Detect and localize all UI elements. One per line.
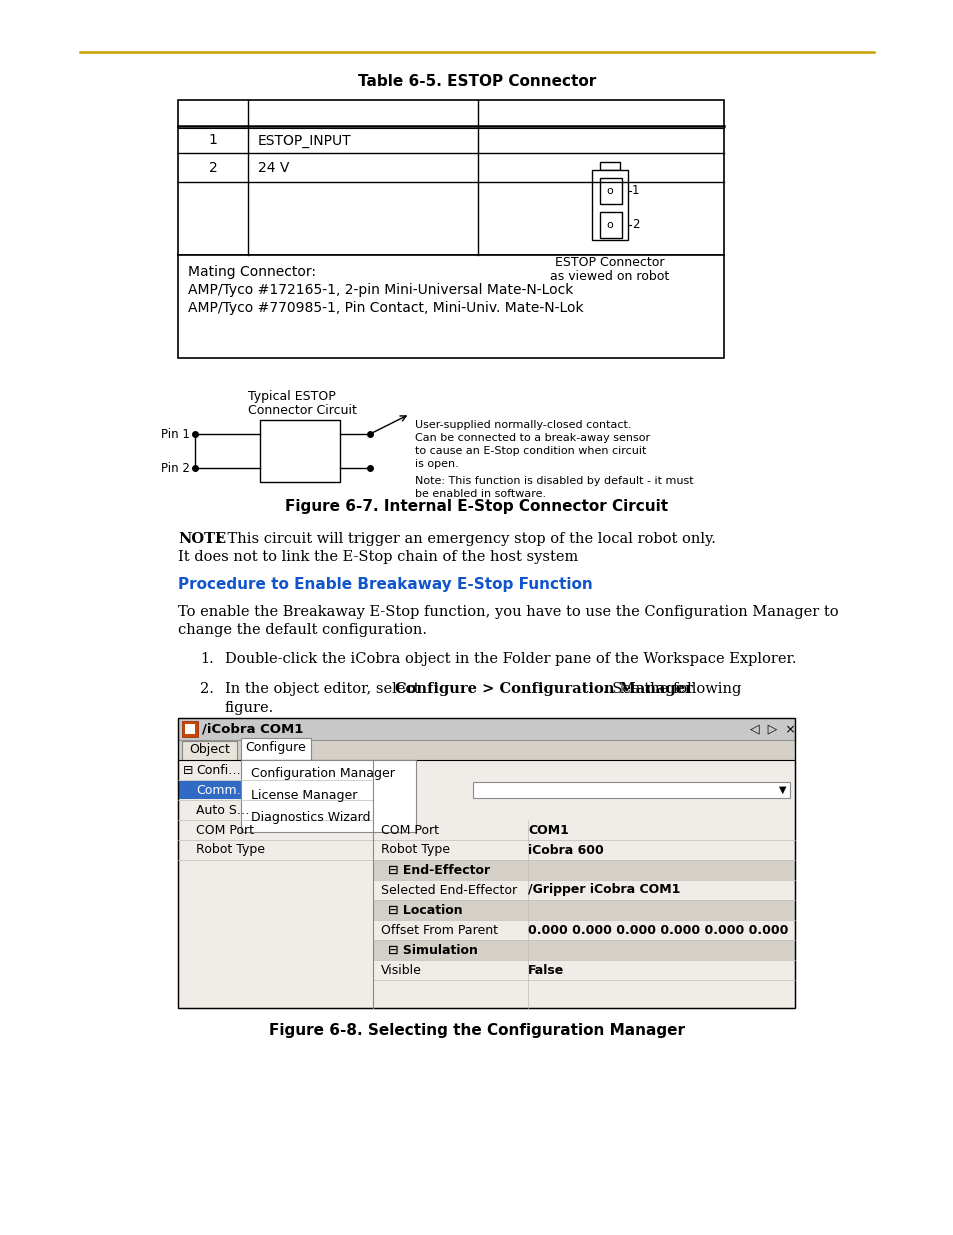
Text: Typical ESTOP: Typical ESTOP: [248, 390, 335, 403]
Text: AMP/Tyco #172165-1, 2-pin Mini-Universal Mate-N-Lock: AMP/Tyco #172165-1, 2-pin Mini-Universal…: [188, 283, 573, 296]
Text: Visible: Visible: [380, 963, 421, 977]
Text: Table 6-5. ESTOP Connector: Table 6-5. ESTOP Connector: [357, 74, 596, 89]
Bar: [241, 739, 311, 760]
Text: Robot Type: Robot Type: [380, 844, 450, 857]
Text: It does not to link the E-Stop chain of the host system: It does not to link the E-Stop chain of …: [178, 550, 578, 564]
Text: : This circuit will trigger an emergency stop of the local robot only.: : This circuit will trigger an emergency…: [218, 532, 715, 546]
Text: COM Port: COM Port: [195, 824, 253, 836]
Text: AMP/Tyco #770985-1, Pin Contact, Mini-Univ. Mate-N-Lok: AMP/Tyco #770985-1, Pin Contact, Mini-Un…: [188, 301, 583, 315]
Text: o: o: [606, 220, 613, 230]
Text: is open.: is open.: [415, 459, 458, 469]
Text: 2.: 2.: [200, 682, 213, 697]
Text: Figure 6-7. Internal E-Stop Connector Circuit: Figure 6-7. Internal E-Stop Connector Ci…: [285, 499, 668, 515]
Bar: [185, 724, 194, 734]
Text: 1.: 1.: [200, 652, 213, 666]
Bar: [179, 781, 372, 799]
Text: To enable the Breakaway E-Stop function, you have to use the Configuration Manag: To enable the Breakaway E-Stop function,…: [178, 605, 838, 619]
Text: 2: 2: [209, 161, 217, 174]
Bar: [599, 162, 619, 170]
Text: Figure 6-8. Selecting the Configuration Manager: Figure 6-8. Selecting the Configuration …: [269, 1023, 684, 1037]
Text: ESTOP_INPUT: ESTOP_INPUT: [257, 133, 352, 147]
Bar: [260, 420, 339, 482]
Text: Procedure to Enable Breakaway E-Stop Function: Procedure to Enable Breakaway E-Stop Fun…: [178, 577, 592, 592]
Text: /Gripper iCobra COM1: /Gripper iCobra COM1: [527, 883, 679, 897]
Text: ESTOP Connector: ESTOP Connector: [555, 256, 664, 268]
Text: . See the following: . See the following: [602, 682, 740, 697]
Bar: [182, 721, 198, 737]
Text: COM Port: COM Port: [380, 824, 438, 836]
Text: Pin 2: Pin 2: [161, 462, 190, 474]
Text: Confi…: Confi…: [195, 763, 240, 777]
Text: Comm…: Comm…: [195, 783, 249, 797]
Text: 2: 2: [631, 219, 639, 231]
Bar: [373, 900, 794, 920]
Text: ⊟ Location: ⊟ Location: [388, 904, 462, 916]
Text: ◁  ▷  ×: ◁ ▷ ×: [749, 722, 795, 736]
Text: 1: 1: [209, 133, 217, 147]
Text: User-supplied normally-closed contact.: User-supplied normally-closed contact.: [415, 420, 631, 430]
Text: figure.: figure.: [225, 701, 274, 715]
Text: Object: Object: [189, 743, 230, 757]
Text: ⊟: ⊟: [183, 763, 193, 777]
Bar: [178, 718, 794, 740]
Text: Offset From Parent: Offset From Parent: [380, 924, 497, 936]
Bar: [178, 718, 794, 1008]
Text: Configure > Configuration Manager: Configure > Configuration Manager: [395, 682, 692, 697]
Text: Mating Connector:: Mating Connector:: [188, 266, 315, 279]
Text: 1: 1: [631, 184, 639, 198]
Text: Can be connected to a break-away sensor: Can be connected to a break-away sensor: [415, 433, 649, 443]
Text: /iCobra COM1: /iCobra COM1: [202, 722, 303, 736]
Bar: [599, 212, 621, 238]
Bar: [182, 741, 236, 761]
Text: Auto S…: Auto S…: [195, 804, 249, 816]
Text: as viewed on robot: as viewed on robot: [550, 270, 669, 284]
Text: to cause an E-Stop condition when circuit: to cause an E-Stop condition when circui…: [415, 446, 646, 456]
Text: ⊟ End-Effector: ⊟ End-Effector: [388, 863, 490, 877]
Text: o: o: [606, 186, 613, 196]
Bar: [178, 100, 723, 254]
Text: Connector Circuit: Connector Circuit: [248, 404, 356, 417]
Bar: [178, 740, 794, 760]
Text: 24 V: 24 V: [257, 161, 289, 174]
Text: In the object editor, select: In the object editor, select: [225, 682, 424, 697]
Text: False: False: [527, 963, 563, 977]
Text: Diagnostics Wizard: Diagnostics Wizard: [251, 811, 370, 825]
Text: change the default configuration.: change the default configuration.: [178, 622, 427, 637]
Text: Configure: Configure: [245, 741, 306, 755]
Text: 0.000 0.000 0.000 0.000 0.000 0.000: 0.000 0.000 0.000 0.000 0.000 0.000: [527, 924, 787, 936]
Text: be enabled in software.: be enabled in software.: [415, 489, 545, 499]
Text: ▼: ▼: [779, 785, 786, 795]
Text: COM1: COM1: [527, 824, 568, 836]
Text: License Manager: License Manager: [251, 789, 357, 803]
Bar: [178, 760, 794, 1008]
Text: Double-click the iCobra object in the Folder pane of the Workspace Explorer.: Double-click the iCobra object in the Fo…: [225, 652, 796, 666]
Bar: [373, 860, 794, 881]
Bar: [241, 760, 416, 832]
Text: ⊟ Simulation: ⊟ Simulation: [388, 944, 477, 956]
Bar: [178, 254, 723, 358]
Text: NOTE: NOTE: [178, 532, 226, 546]
Bar: [599, 178, 621, 204]
Text: Pin 1: Pin 1: [161, 427, 190, 441]
Text: Selected End-Effector: Selected End-Effector: [380, 883, 517, 897]
Text: Robot Type: Robot Type: [195, 844, 265, 857]
Text: iCobra 600: iCobra 600: [527, 844, 603, 857]
Bar: [373, 940, 794, 960]
Text: Note: This function is disabled by default - it must: Note: This function is disabled by defau…: [415, 475, 693, 487]
Bar: [473, 782, 789, 798]
Bar: [592, 170, 627, 240]
Text: Configuration Manager: Configuration Manager: [251, 767, 395, 781]
